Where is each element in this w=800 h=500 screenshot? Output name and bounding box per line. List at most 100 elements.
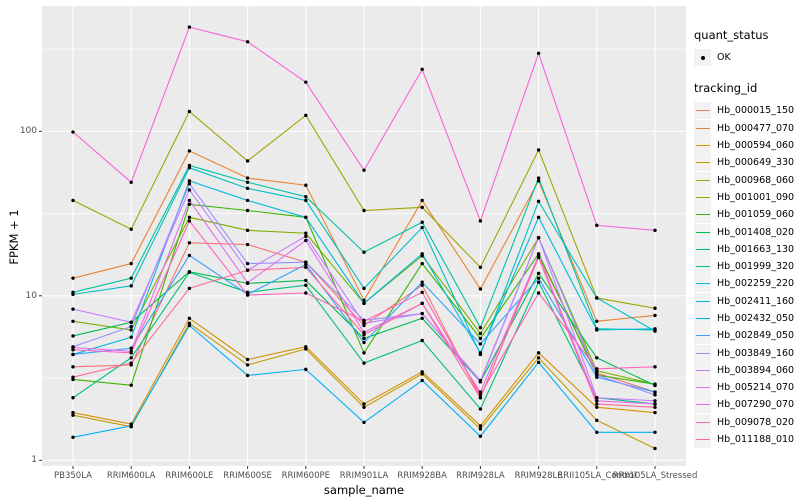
legend-entry-Hb_011188_010: Hb_011188_010 xyxy=(694,431,798,449)
data-point xyxy=(71,292,75,297)
legend-title-tracking-id: tracking_id xyxy=(694,81,758,96)
data-point xyxy=(304,367,308,372)
data-point xyxy=(420,290,424,295)
data-point xyxy=(653,313,657,318)
legend-key-box xyxy=(694,171,711,189)
data-point xyxy=(362,208,366,213)
data-point xyxy=(245,228,250,233)
data-point xyxy=(536,235,541,240)
data-point xyxy=(362,168,366,172)
data-point xyxy=(478,427,483,431)
legend-label: Hb_001663_130 xyxy=(717,243,795,255)
data-point xyxy=(129,324,133,329)
y-tick-label: 10 xyxy=(25,290,37,301)
data-point xyxy=(536,276,541,280)
data-point xyxy=(536,255,541,260)
data-point xyxy=(304,238,308,243)
data-point xyxy=(478,407,483,411)
legend-key-box xyxy=(694,188,711,206)
data-points xyxy=(71,25,657,451)
data-point xyxy=(362,298,366,302)
data-point xyxy=(595,373,599,377)
data-point xyxy=(420,261,424,266)
data-point xyxy=(536,51,541,55)
series-line-swatch xyxy=(695,110,710,112)
x-tick-label: RRII105LA_Control xyxy=(557,471,637,481)
data-point xyxy=(187,286,192,291)
x-tick-label: RRIM928LA xyxy=(456,471,505,481)
x-tick-label: RRIM928LE xyxy=(514,471,563,481)
data-point xyxy=(187,202,192,206)
legend: quant_status OK tracking_id Hb_000015_15… xyxy=(694,28,798,449)
x-tick-label: RRIM600LA xyxy=(106,471,156,481)
data-point xyxy=(187,188,192,192)
data-point xyxy=(362,361,366,365)
legend-entry-Hb_007290_070: Hb_007290_070 xyxy=(694,396,798,414)
data-point xyxy=(245,357,250,362)
data-point xyxy=(245,176,250,180)
data-point xyxy=(653,393,657,397)
series-line-swatch xyxy=(695,162,710,164)
data-point xyxy=(536,148,541,152)
data-point xyxy=(362,351,366,355)
data-point xyxy=(653,390,657,394)
data-point xyxy=(478,325,483,330)
data-point xyxy=(245,261,250,266)
legend-entry-Hb_001999_320: Hb_001999_320 xyxy=(694,258,798,276)
legend-label: Hb_000477_070 xyxy=(717,122,795,134)
data-point xyxy=(478,331,483,336)
legend-key-box xyxy=(694,49,711,67)
data-point xyxy=(420,225,424,230)
data-point xyxy=(362,286,366,291)
legend-key-box xyxy=(694,275,711,293)
data-point xyxy=(362,405,366,409)
data-point xyxy=(653,410,657,415)
data-point xyxy=(653,430,657,434)
data-point xyxy=(595,399,599,403)
legend-label: Hb_000594_060 xyxy=(717,140,795,152)
data-point xyxy=(653,399,657,403)
data-point xyxy=(71,130,75,134)
legend-key-box xyxy=(694,344,711,362)
data-point xyxy=(245,198,250,203)
legend-label: Hb_000968_060 xyxy=(717,174,795,186)
series-line-swatch xyxy=(695,404,710,406)
series-line-swatch xyxy=(695,300,710,302)
data-point xyxy=(129,351,133,355)
x-tick-label: RRIM928BA xyxy=(397,471,447,481)
x-tick-label: RRIM901LA xyxy=(339,471,389,481)
data-point xyxy=(536,360,541,365)
data-point xyxy=(129,346,133,350)
data-point xyxy=(71,307,75,311)
data-point xyxy=(71,410,75,415)
data-point xyxy=(187,163,192,168)
data-point xyxy=(187,149,192,153)
legend-entry-Hb_000015_150: Hb_000015_150 xyxy=(694,102,798,120)
x-tick-label: RRII105LA_Stressed xyxy=(612,471,698,481)
legend-key-box xyxy=(694,396,711,414)
data-point xyxy=(245,208,250,213)
data-point xyxy=(420,220,424,224)
data-point xyxy=(536,291,541,295)
legend-label: Hb_005214_070 xyxy=(717,382,795,394)
data-point xyxy=(653,327,657,331)
data-point xyxy=(129,424,133,428)
series-line-swatch xyxy=(695,145,710,147)
legend-label: Hb_002411_160 xyxy=(717,295,795,307)
data-point xyxy=(304,347,308,351)
data-point xyxy=(304,291,308,295)
data-point xyxy=(478,378,483,383)
data-point xyxy=(362,420,366,425)
legend-key-box xyxy=(694,206,711,224)
data-point xyxy=(187,166,192,170)
legend-entry-Hb_002259_220: Hb_002259_220 xyxy=(694,275,798,293)
data-point xyxy=(653,365,657,369)
data-point xyxy=(653,228,657,233)
data-point xyxy=(187,219,192,223)
data-point xyxy=(245,159,250,163)
data-point xyxy=(478,393,483,397)
legend-key-box xyxy=(694,154,711,172)
data-point xyxy=(420,378,424,383)
